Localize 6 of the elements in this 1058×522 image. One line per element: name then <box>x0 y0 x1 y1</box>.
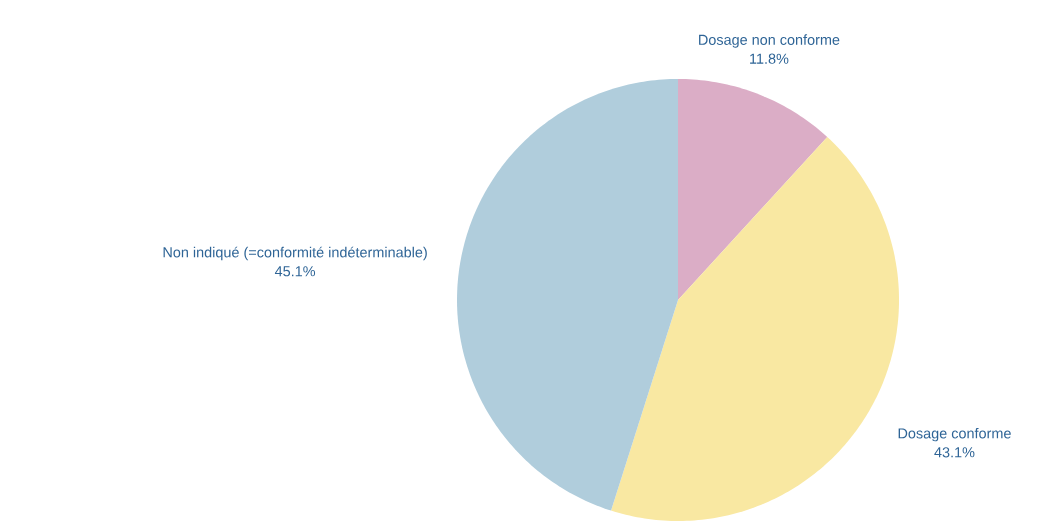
slice-label: Non indiqué (=conformité indéterminable) <box>163 246 427 261</box>
slice-label: Dosage conforme <box>898 427 1011 442</box>
slice-label: Dosage non conforme <box>699 34 840 48</box>
data-label: 45.1% <box>274 266 316 277</box>
data-label: 11.8% <box>750 53 789 64</box>
data-label: 43.1% <box>934 447 975 458</box>
